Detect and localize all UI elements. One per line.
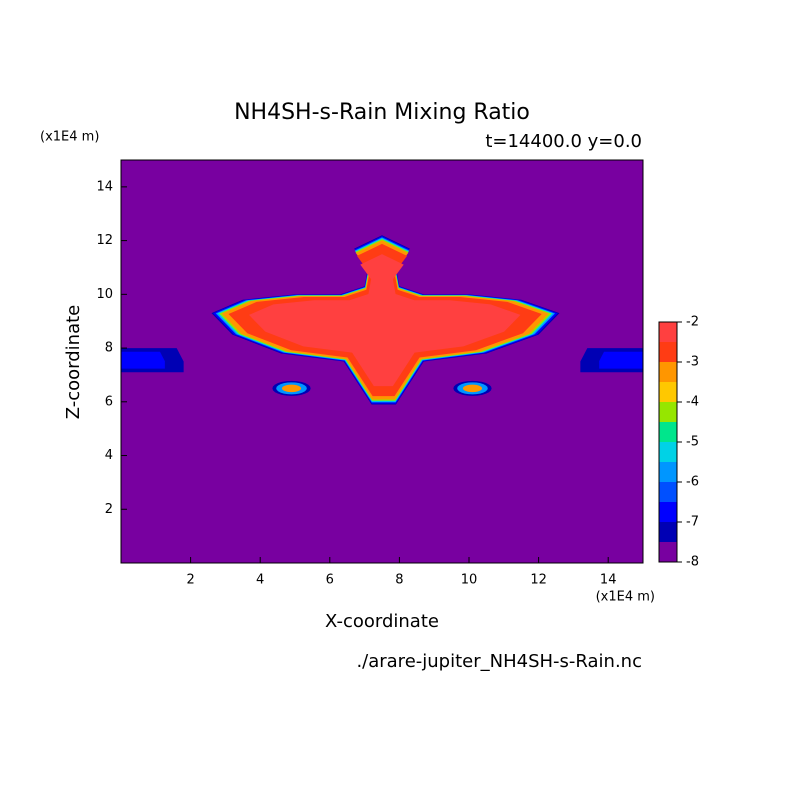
colorbar-swatch	[659, 382, 677, 402]
x-tick-label: 6	[326, 573, 334, 588]
y-tick-label: 8	[105, 341, 113, 356]
x-tick-label: 8	[395, 573, 403, 588]
y-axis-label: Z-coordinate	[63, 305, 84, 420]
y-unit: (x1E4 m)	[40, 130, 99, 145]
colorbar-swatch	[659, 502, 677, 522]
colorbar-tick-label: -3	[686, 355, 699, 370]
colorbar-swatch	[659, 362, 677, 382]
x-tick-label: 12	[530, 573, 547, 588]
x-tick-label: 4	[256, 573, 264, 588]
colorbar-tick-label: -2	[686, 315, 699, 330]
colorbar-swatch	[659, 542, 677, 562]
colorbar-swatch	[659, 402, 677, 422]
chart-subtitle: t=14400.0 y=0.0	[485, 131, 642, 152]
x-axis-label: X-coordinate	[325, 611, 439, 632]
colorbar-swatch	[659, 482, 677, 502]
y-tick-label: 4	[105, 448, 113, 463]
contour-region	[248, 254, 521, 387]
source-label: ./arare-jupiter_NH4SH-s-Rain.nc	[356, 651, 642, 672]
colorbar-tick-label: -8	[686, 555, 699, 570]
x-unit: (x1E4 m)	[596, 590, 655, 605]
colorbar-swatch	[659, 322, 677, 342]
y-tick-label: 2	[105, 502, 113, 517]
colorbar-tick-label: -4	[686, 395, 699, 410]
plot-frame	[120, 159, 644, 564]
contour-region	[121, 351, 165, 369]
contour-region	[599, 351, 643, 369]
colorbar-swatch	[659, 462, 677, 482]
y-tick-label: 6	[105, 394, 113, 409]
chart-title: NH4SH-s-Rain Mixing Ratio	[234, 100, 530, 125]
x-tick-label: 10	[461, 573, 478, 588]
y-tick-label: 10	[96, 287, 113, 302]
colorbar-swatch	[659, 342, 677, 362]
y-tick-label: 14	[96, 179, 113, 194]
x-tick-label: 14	[600, 573, 617, 588]
colorbar-tick-label: -5	[686, 435, 699, 450]
colorbar-swatch	[659, 422, 677, 442]
contour-region	[281, 384, 302, 393]
y-tick-label: 12	[96, 233, 113, 248]
colorbar-tick-label: -6	[686, 475, 699, 490]
colorbar-swatch	[659, 442, 677, 462]
x-tick-label: 2	[186, 573, 194, 588]
colorbar-swatch	[659, 522, 677, 542]
colorbar-tick-label: -7	[686, 515, 699, 530]
contour-region	[462, 384, 483, 393]
